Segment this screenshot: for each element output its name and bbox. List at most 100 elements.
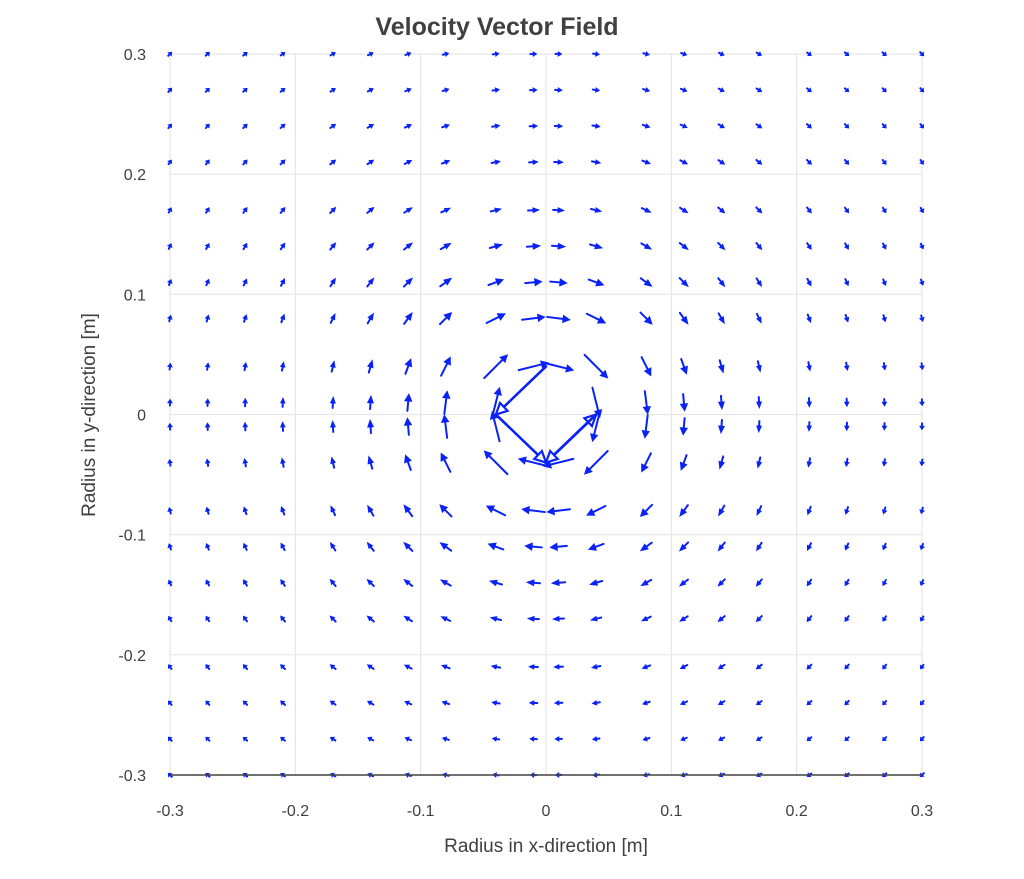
vector-arrow xyxy=(806,578,813,587)
vector-arrow xyxy=(755,277,763,287)
y-tick-label: 0.2 xyxy=(124,167,146,184)
vector-arrow xyxy=(242,361,248,372)
vector-arrow xyxy=(439,242,452,251)
vector-arrow xyxy=(204,314,211,323)
vector-arrow xyxy=(756,541,763,552)
vector-arrow xyxy=(330,456,336,469)
vector-arrow xyxy=(440,616,452,622)
vector-arrow xyxy=(403,312,413,325)
vector-arrow xyxy=(587,278,605,287)
vector-arrow xyxy=(881,314,887,323)
vector-arrow xyxy=(843,242,849,250)
vector-arrow xyxy=(521,313,546,323)
vector-arrow xyxy=(549,542,568,552)
vector-arrow xyxy=(639,541,653,552)
vector-arrow xyxy=(441,51,450,58)
vector-arrow xyxy=(529,51,538,57)
vector-arrow xyxy=(590,663,602,670)
vector-arrow xyxy=(717,206,726,214)
vector-arrow xyxy=(366,394,374,411)
vector-arrow xyxy=(588,579,604,586)
vector-arrow xyxy=(439,504,453,518)
vector-arrow xyxy=(881,206,887,214)
vector-arrow xyxy=(491,51,500,58)
vector-arrow xyxy=(242,123,248,130)
vector-arrow xyxy=(366,615,375,623)
vector-arrow xyxy=(881,278,887,286)
vector-arrow xyxy=(242,615,249,623)
vector-arrow xyxy=(279,313,286,324)
x-tick-label: -0.2 xyxy=(282,803,310,820)
vector-arrow xyxy=(678,541,690,552)
vector-arrow xyxy=(843,278,850,287)
vector-arrow xyxy=(330,420,336,433)
vector-arrow xyxy=(280,736,286,742)
vector-arrow xyxy=(403,541,414,552)
vector-arrow xyxy=(440,452,452,473)
vector-arrow xyxy=(755,51,762,57)
vector-arrow xyxy=(919,51,925,57)
vector-arrow xyxy=(205,736,211,742)
vector-arrow xyxy=(755,663,763,670)
vector-arrow xyxy=(329,242,337,251)
vector-arrow xyxy=(166,314,173,323)
vector-arrow xyxy=(204,123,210,130)
vector-arrow xyxy=(404,454,412,471)
vector-arrow xyxy=(843,361,850,372)
vector-arrow xyxy=(403,393,413,412)
vector-arrow xyxy=(919,87,925,93)
vector-arrow xyxy=(329,700,337,706)
vector-arrow xyxy=(806,699,813,706)
vector-arrow xyxy=(204,362,211,371)
vector-arrow xyxy=(440,159,451,166)
vector-arrow xyxy=(806,397,812,408)
vector-arrow xyxy=(755,158,763,165)
vector-arrow xyxy=(279,159,286,166)
vector-arrow xyxy=(679,699,689,706)
vector-arrow xyxy=(679,393,689,412)
vector-arrow xyxy=(402,277,414,288)
vector-arrow xyxy=(242,314,248,323)
y-tick-label: -0.2 xyxy=(118,648,146,665)
vector-arrow xyxy=(717,700,726,706)
vector-arrow xyxy=(843,158,850,165)
vector-arrow xyxy=(521,505,546,515)
vector-arrow xyxy=(280,542,286,552)
vector-arrow xyxy=(919,663,925,670)
vector-arrow xyxy=(642,390,651,415)
vector-arrow xyxy=(640,207,652,213)
vector-arrow xyxy=(718,504,726,517)
vector-arrow xyxy=(517,456,550,468)
vector-arrow xyxy=(485,505,507,517)
vector-arrow xyxy=(529,87,538,93)
vector-arrow xyxy=(280,615,286,623)
vector-arrow xyxy=(844,542,850,551)
vector-arrow xyxy=(918,278,925,286)
vector-arrow xyxy=(680,50,688,57)
vector-arrow xyxy=(167,458,174,467)
vector-arrow xyxy=(367,418,375,435)
vector-arrow xyxy=(717,159,726,165)
vector-arrow xyxy=(717,241,726,251)
vector-arrow xyxy=(583,353,609,379)
vector-arrow xyxy=(806,313,812,324)
vector-arrow xyxy=(755,206,763,214)
vector-arrow xyxy=(640,615,652,622)
vector-arrow xyxy=(678,277,689,288)
vector-arrow xyxy=(678,311,689,325)
chart-title: Velocity Vector Field xyxy=(375,13,618,41)
vector-arrow xyxy=(439,277,453,288)
vector-arrow xyxy=(642,699,651,706)
vector-arrow xyxy=(527,207,540,214)
vector-arrow xyxy=(524,542,543,551)
vector-arrow xyxy=(403,159,413,166)
vector-arrow xyxy=(591,386,603,419)
vector-arrow xyxy=(329,578,337,587)
vector-arrow xyxy=(366,206,375,214)
vector-arrow xyxy=(529,736,538,742)
y-axis-label: Radius in y-direction [m] xyxy=(79,313,100,517)
vector-arrow xyxy=(919,123,924,129)
vector-arrow xyxy=(167,159,173,166)
vector-arrow xyxy=(755,312,762,324)
vector-arrow xyxy=(403,504,414,518)
